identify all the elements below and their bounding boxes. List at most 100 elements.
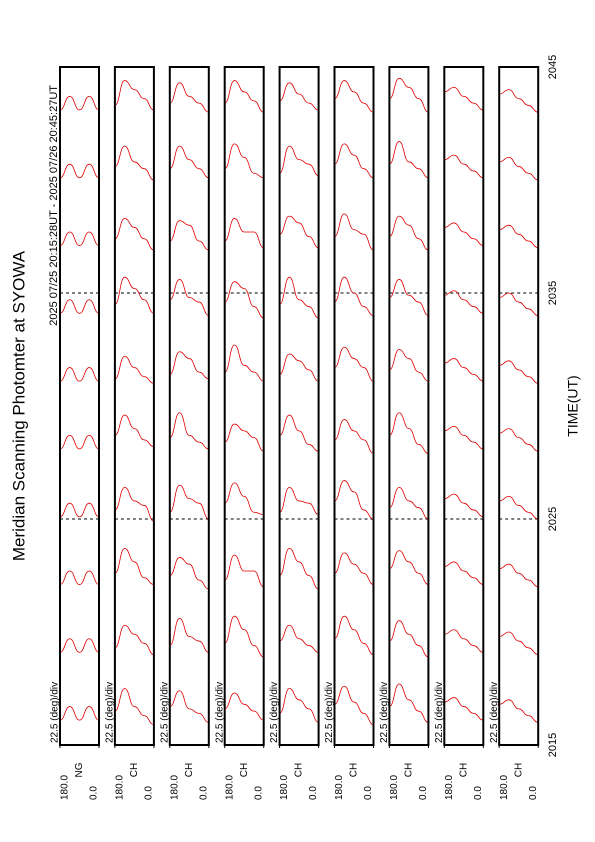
scale-label: 22.5 (deg)/div [324, 682, 335, 743]
x-tick-label: 2015 [547, 733, 559, 757]
scan-trace [60, 638, 99, 653]
scale-label: 22.5 (deg)/div [214, 682, 225, 743]
scan-trace [224, 615, 264, 658]
scan-trace [169, 351, 209, 380]
y-tick-label: 180.0 [499, 775, 510, 800]
scale-label: 22.5 (deg)/div [50, 682, 61, 743]
panel-frame [388, 66, 430, 746]
scan-trace [60, 570, 99, 585]
chart-subtitle: 2025 07/25 20:15:28UT - 2025 07/26 20:45… [48, 85, 60, 326]
scale-label: 22.5 (deg)/div [159, 682, 170, 743]
scan-trace [334, 552, 374, 585]
panel-frame [59, 66, 100, 746]
x-tick-label: 2025 [547, 507, 559, 531]
scan-trace [114, 276, 154, 314]
scan-trace [499, 224, 539, 249]
scan-trace [389, 486, 429, 520]
scan-trace [279, 353, 319, 382]
scan-trace [389, 550, 429, 585]
scan-trace [169, 484, 209, 520]
panel-frame [333, 66, 375, 746]
scan-trace [114, 80, 154, 111]
scan-trace [444, 493, 484, 518]
scan-trace [444, 86, 484, 111]
scan-trace [499, 292, 539, 316]
channel-label: CH [404, 763, 415, 777]
panel-traces [169, 67, 209, 745]
scale-label: 22.5 (deg)/div [269, 682, 280, 743]
scan-trace [114, 486, 154, 522]
scan-trace [224, 554, 264, 588]
scan-trace [169, 557, 209, 590]
scan-trace [499, 631, 539, 655]
y-tick-label: 180.0 [224, 775, 235, 800]
scan-trace [334, 213, 374, 251]
y-tick-label: 180.0 [60, 775, 71, 800]
scan-trace [114, 624, 154, 655]
x-tick-label: 2035 [547, 281, 559, 305]
y-tick-label: 180.0 [334, 775, 345, 800]
panel-traces [499, 67, 539, 745]
scale-label: 22.5 (deg)/div [379, 682, 390, 743]
scan-trace [224, 80, 264, 113]
scan-trace [169, 220, 209, 251]
scan-trace [169, 618, 209, 653]
scan-trace [444, 629, 484, 653]
y-tick-label: 0.0 [144, 786, 155, 800]
panel-traces [389, 67, 429, 745]
scan-trace [389, 620, 429, 658]
scale-label: 22.5 (deg)/div [489, 682, 500, 743]
rotated-plot: Meridian Scanning Photomter at SYOWA 202… [9, 55, 580, 800]
channel-label: NG [74, 762, 85, 777]
channel-label: CH [184, 763, 195, 777]
scan-trace [389, 279, 429, 316]
scan-trace [224, 281, 264, 319]
scan-trace [169, 412, 209, 450]
scan-trace [279, 276, 319, 319]
scan-trace [444, 425, 484, 450]
channel-label: CH [129, 763, 140, 777]
scan-trace [279, 547, 319, 590]
y-tick-label: 0.0 [363, 786, 374, 800]
scan-trace [114, 414, 154, 448]
scan-trace [60, 299, 99, 314]
scan-trace [114, 688, 154, 726]
scan-trace [334, 685, 374, 726]
x-axis-label: TIME(UT) [565, 375, 581, 436]
panel-frame [278, 66, 320, 746]
scan-trace [224, 482, 264, 515]
scan-trace [224, 423, 264, 452]
scan-trace [224, 692, 264, 721]
y-tick-label: 0.0 [198, 786, 209, 800]
y-tick-label: 180.0 [115, 775, 126, 800]
panel-frame [498, 66, 540, 746]
scan-trace [499, 563, 539, 588]
scan-trace [279, 688, 319, 723]
scan-trace [444, 358, 484, 382]
channel-label: CH [513, 763, 524, 777]
scan-trace [169, 279, 209, 316]
x-tick-label: 2045 [547, 55, 559, 79]
channel-label: CH [239, 763, 250, 777]
panel-traces [224, 67, 264, 745]
scan-trace [60, 502, 99, 518]
scan-trace [224, 143, 264, 179]
panel-traces [444, 67, 484, 745]
panel-frame [223, 66, 265, 746]
channel-label: CH [349, 763, 360, 777]
scan-trace [224, 218, 264, 249]
scan-trace [444, 222, 484, 246]
y-tick-label: 180.0 [169, 775, 180, 800]
scan-trace [60, 367, 99, 382]
scale-label: 22.5 (deg)/div [105, 682, 116, 743]
y-tick-label: 0.0 [89, 786, 100, 800]
y-tick-label: 0.0 [253, 786, 264, 800]
scan-trace [499, 360, 539, 384]
scan-trace [60, 163, 99, 179]
scan-trace [279, 414, 319, 452]
scan-trace [114, 218, 154, 251]
scan-trace [499, 495, 539, 520]
scan-trace [444, 561, 484, 585]
